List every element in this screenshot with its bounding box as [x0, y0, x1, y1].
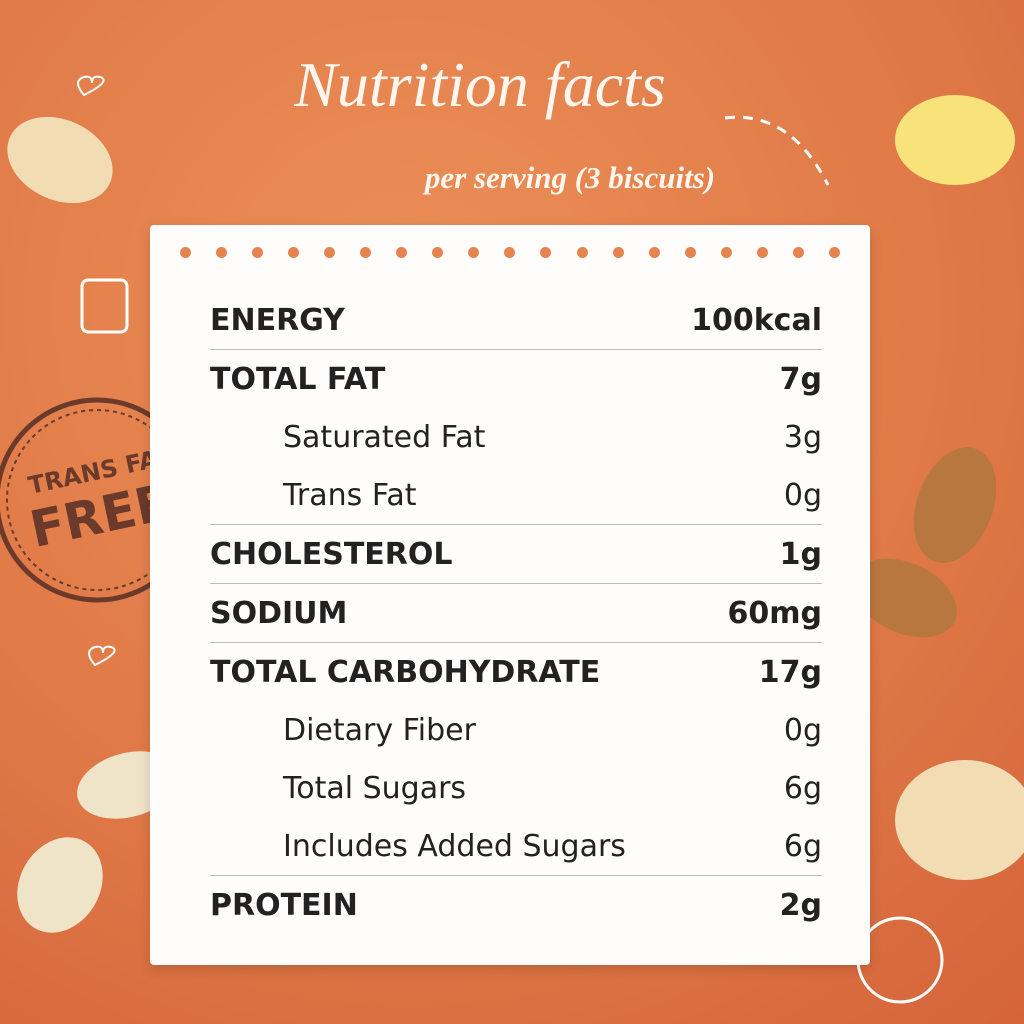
nutrient-row: Total Sugars 6g [210, 759, 822, 817]
almond [853, 558, 957, 638]
hole [288, 247, 300, 258]
hole [612, 247, 624, 258]
hole [432, 247, 444, 258]
nutrient-label: Includes Added Sugars [283, 828, 626, 864]
nutrient-row: SODIUM 60mg [210, 584, 822, 642]
nutrient-amount: 1g [779, 536, 822, 572]
nutrient-label: CHOLESTEROL [210, 536, 453, 572]
nutrient-amount: 17g [758, 654, 822, 690]
divider [210, 524, 822, 525]
hole [504, 247, 516, 258]
divider [210, 875, 822, 876]
pistachio [17, 837, 103, 933]
nutrient-amount: 6g [783, 828, 822, 864]
hole [324, 247, 336, 258]
nutrient-row: TOTAL CARBOHYDRATE 17g [210, 643, 822, 701]
nutrient-label: TOTAL CARBOHYDRATE [210, 654, 601, 690]
nutrient-amount: 3g [783, 419, 822, 455]
nutrient-row: Includes Added Sugars 6g [210, 817, 822, 875]
hole [216, 247, 228, 258]
nutrient-label: Saturated Fat [283, 419, 486, 455]
nutrient-label: PROTEIN [210, 887, 358, 923]
hole [396, 247, 408, 258]
butter [895, 95, 1015, 185]
nutrient-row: PROTEIN 2g [210, 876, 822, 934]
nutrient-row: TOTAL FAT 7g [210, 350, 822, 408]
hole [648, 247, 660, 258]
hole [792, 247, 804, 258]
nutrient-label: Total Sugars [283, 770, 467, 806]
nutrient-amount: 6g [783, 770, 822, 806]
title: Nutrition facts [294, 49, 666, 120]
nutrient-amount: 2g [779, 887, 822, 923]
subtitle: per serving (3 biscuits) [424, 160, 716, 195]
cashew [7, 116, 113, 204]
nutrient-row: CHOLESTEROL 1g [210, 525, 822, 583]
nutrient-row: Dietary Fiber 0g [210, 701, 822, 759]
facts-table: ENERGY 100kcal TOTAL FAT 7g Saturated Fat 3g T… [210, 291, 822, 934]
almond [913, 447, 997, 563]
hole [756, 247, 768, 258]
nutrient-label: ENERGY [210, 302, 345, 338]
nutrient-label: SODIUM [210, 595, 348, 631]
nutrient-amount: 60mg [727, 595, 822, 631]
hole [252, 247, 264, 258]
hole [576, 247, 588, 258]
divider [210, 583, 822, 584]
nutrient-label: TOTAL FAT [210, 361, 386, 397]
hole-row [180, 247, 840, 258]
arrow [724, 115, 830, 186]
facts-card: ENERGY 100kcal TOTAL FAT 7g Saturated Fat 3g T… [150, 225, 870, 965]
nutrient-amount: 0g [783, 712, 822, 748]
nutrient-amount: 7g [779, 361, 822, 397]
hole [828, 247, 840, 258]
nutrient-row: ENERGY 100kcal [210, 291, 822, 349]
nutrient-label: Trans Fat [283, 477, 417, 513]
hole [360, 247, 372, 258]
hole [540, 247, 552, 258]
heart [77, 75, 105, 97]
hole [720, 247, 732, 258]
nutrient-amount: 0g [783, 477, 822, 513]
heart [88, 645, 116, 667]
nutrient-row: Saturated Fat 3g [210, 408, 822, 466]
nutrient-label: Dietary Fiber [283, 712, 476, 748]
divider [210, 349, 822, 350]
nutrient-row: Trans Fat 0g [210, 466, 822, 524]
cookie [856, 916, 944, 1004]
divider [210, 642, 822, 643]
nutrient-amount: 100kcal [691, 302, 822, 338]
hole [684, 247, 696, 258]
cashew [895, 760, 1024, 880]
hole [468, 247, 480, 258]
cup [80, 278, 129, 334]
hole [180, 247, 191, 258]
